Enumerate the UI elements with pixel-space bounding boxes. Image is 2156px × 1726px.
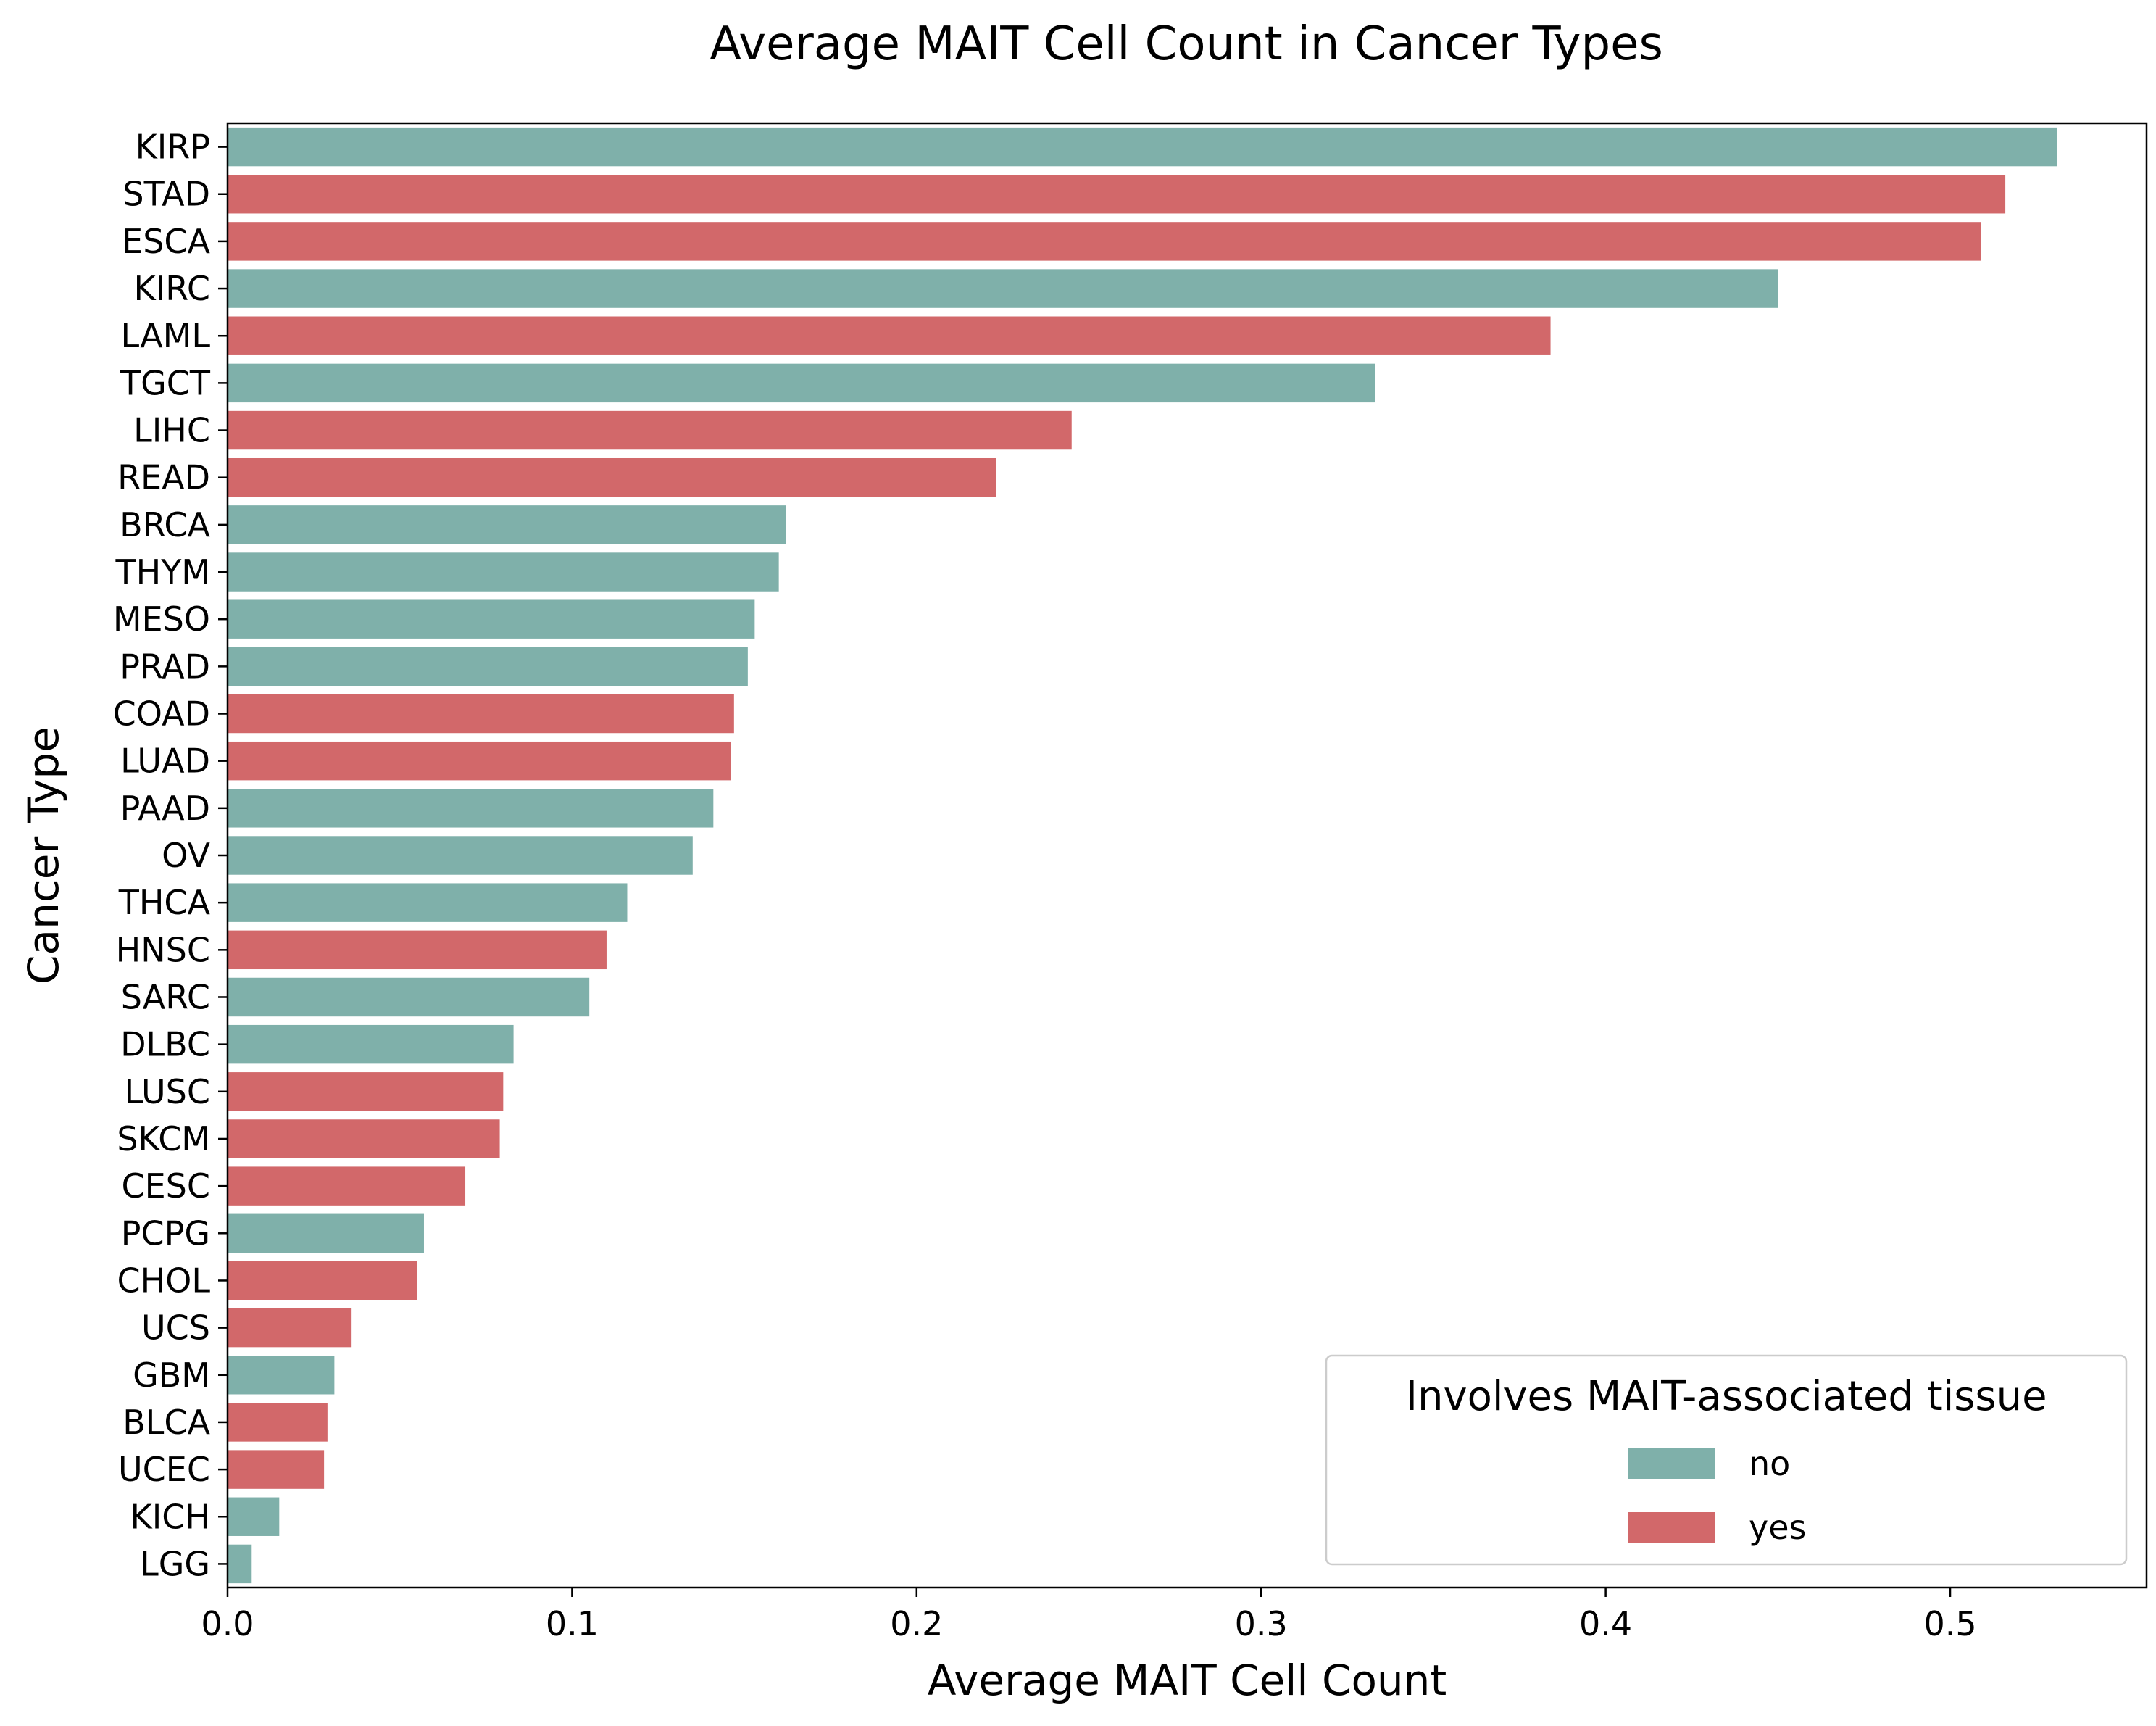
y-tick-label-lgg: LGG bbox=[140, 1544, 210, 1583]
bar-coad bbox=[228, 694, 734, 734]
y-tick-label-meso: MESO bbox=[113, 599, 210, 639]
y-tick-label-blca: BLCA bbox=[122, 1403, 210, 1442]
y-tick-label-brca: BRCA bbox=[120, 505, 210, 544]
bar-paad bbox=[228, 789, 714, 828]
y-tick-label-coad: COAD bbox=[113, 694, 210, 734]
legend-swatch-yes bbox=[1628, 1512, 1715, 1543]
bar-lusc bbox=[228, 1072, 504, 1111]
bar-thym bbox=[228, 552, 779, 592]
y-tick-label-thym: THYM bbox=[115, 552, 210, 592]
bar-hnsc bbox=[228, 930, 607, 970]
x-tick-label: 0.3 bbox=[1235, 1604, 1288, 1643]
bar-kirc bbox=[228, 269, 1778, 308]
y-axis-label: Cancer Type bbox=[19, 726, 68, 984]
legend-frame bbox=[1325, 1354, 2128, 1566]
y-tick-label-prad: PRAD bbox=[120, 647, 210, 686]
x-tick-label: 0.2 bbox=[890, 1604, 943, 1643]
bars-group bbox=[228, 127, 2057, 1584]
y-tick-label-hnsc: HNSC bbox=[116, 930, 210, 969]
bar-lgg bbox=[228, 1544, 252, 1584]
bar-chol bbox=[228, 1261, 417, 1300]
y-tick-label-sarc: SARC bbox=[121, 977, 210, 1016]
legend-title: Involves MAIT-associated tissue bbox=[1405, 1373, 2047, 1420]
bar-sarc bbox=[228, 977, 590, 1017]
y-tick-label-luad: LUAD bbox=[120, 742, 210, 781]
y-tick-label-cesc: CESC bbox=[121, 1166, 210, 1206]
y-tick-label-paad: PAAD bbox=[120, 789, 210, 828]
y-tick-label-chol: CHOL bbox=[117, 1261, 210, 1300]
bar-kirp bbox=[228, 127, 2057, 167]
bar-skcm bbox=[228, 1119, 500, 1158]
bar-prad bbox=[228, 647, 748, 686]
y-tick-label-kirp: KIRP bbox=[136, 128, 210, 167]
legend-swatch-no bbox=[1628, 1448, 1715, 1479]
x-tick-label: 0.4 bbox=[1579, 1604, 1632, 1643]
y-tick-group: KIRP STAD ESCA KIRC LAML TGCT LIHC READ BRCA THYM… bbox=[113, 128, 228, 1583]
y-tick-label-thca: THCA bbox=[118, 883, 211, 922]
y-tick-label-pcpg: PCPG bbox=[121, 1213, 210, 1253]
x-tick-label: 0.1 bbox=[546, 1604, 599, 1643]
x-tick-group: 0.0 0.1 0.2 0.3 0.4 0.5 bbox=[201, 1588, 1977, 1643]
y-tick-label-esca: ESCA bbox=[122, 222, 210, 261]
y-tick-label-ucec: UCEC bbox=[118, 1450, 210, 1489]
y-tick-label-tgct: TGCT bbox=[120, 363, 211, 402]
bar-meso bbox=[228, 599, 755, 639]
bar-tgct bbox=[228, 363, 1375, 403]
y-tick-label-laml: LAML bbox=[121, 316, 211, 355]
y-tick-label-dlbc: DLBC bbox=[120, 1025, 210, 1064]
y-tick-label-ov: OV bbox=[162, 836, 210, 875]
bar-esca bbox=[228, 222, 1981, 261]
legend-label-yes: yes bbox=[1749, 1508, 1807, 1547]
x-tick-label: 0.5 bbox=[1923, 1604, 1976, 1643]
y-tick-label-read: READ bbox=[117, 458, 210, 497]
bar-thca bbox=[228, 883, 628, 922]
bar-ucec bbox=[228, 1450, 325, 1489]
chart-title: Average MAIT Cell Count in Cancer Types bbox=[709, 17, 1663, 71]
x-axis-label: Average MAIT Cell Count bbox=[928, 1656, 1447, 1705]
bar-ov bbox=[228, 836, 693, 875]
bar-read bbox=[228, 457, 996, 497]
y-tick-label-stad: STAD bbox=[122, 175, 210, 214]
y-tick-label-ucs: UCS bbox=[141, 1308, 210, 1348]
y-tick-label-kirc: KIRC bbox=[133, 269, 210, 308]
bar-ucs bbox=[228, 1308, 352, 1348]
y-tick-label-gbm: GBM bbox=[133, 1356, 210, 1395]
bar-dlbc bbox=[228, 1024, 514, 1064]
bar-pcpg bbox=[228, 1213, 424, 1253]
bar-laml bbox=[228, 316, 1551, 355]
plot-frame bbox=[226, 122, 2148, 1589]
bar-stad bbox=[228, 175, 2006, 214]
y-tick-label-kich: KICH bbox=[130, 1497, 210, 1536]
y-tick-label-skcm: SKCM bbox=[117, 1119, 210, 1158]
y-tick-label-lihc: LIHC bbox=[133, 411, 210, 450]
y-tick-label-lusc: LUSC bbox=[125, 1072, 210, 1111]
legend-label-no: no bbox=[1749, 1444, 1790, 1483]
bar-brca bbox=[228, 505, 786, 544]
x-tick-label: 0.0 bbox=[201, 1604, 254, 1643]
bar-gbm bbox=[228, 1356, 335, 1395]
bar-kich bbox=[228, 1497, 280, 1536]
bar-luad bbox=[228, 741, 731, 781]
bar-blca bbox=[228, 1403, 328, 1442]
bar-lihc bbox=[228, 410, 1072, 450]
legend: Involves MAIT-associated tissue no yes bbox=[1325, 1354, 2128, 1566]
bar-cesc bbox=[228, 1166, 466, 1206]
